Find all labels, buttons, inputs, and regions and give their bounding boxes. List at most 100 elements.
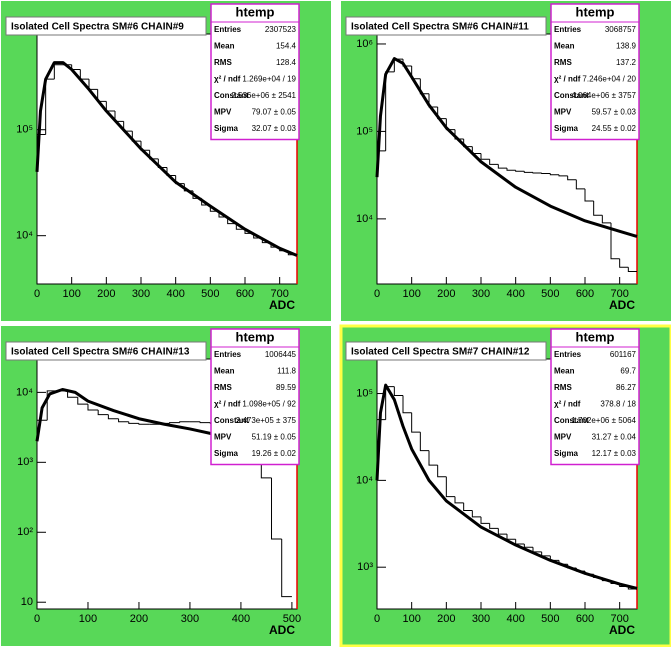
stats-value: 7.246e+04 / 20 xyxy=(582,75,636,84)
stats-label: MPV xyxy=(554,108,572,117)
y-tick-label: 10³ xyxy=(357,561,373,573)
stats-value: 59.57 ± 0.03 xyxy=(592,108,637,117)
x-tick-label: 300 xyxy=(132,288,150,300)
x-tick-label: 200 xyxy=(437,288,455,300)
histogram-bin xyxy=(454,496,464,504)
stats-label: Mean xyxy=(554,367,575,376)
y-tick-label: 10³ xyxy=(17,456,33,468)
histogram-bin xyxy=(497,164,507,169)
x-tick-label: 0 xyxy=(34,288,40,300)
x-tick-label: 0 xyxy=(374,288,380,300)
title-box xyxy=(5,16,207,36)
histogram-bin xyxy=(610,222,620,260)
y-tick-label: 10⁴ xyxy=(16,230,33,242)
x-axis-label: ADC xyxy=(609,298,635,312)
x-tick-label: 0 xyxy=(374,613,380,625)
histogram-bin xyxy=(419,432,429,452)
x-tick-label: 500 xyxy=(283,613,301,625)
title-box xyxy=(345,16,547,36)
histogram-bin xyxy=(169,422,180,424)
histogram-bin xyxy=(454,129,464,140)
stats-value: 19.26 ± 0.02 xyxy=(252,449,297,458)
y-tick-label: 10⁵ xyxy=(356,125,373,137)
histogram-bin xyxy=(376,419,386,609)
stats-value: 1.269e+04 / 19 xyxy=(242,75,296,84)
histogram-bin xyxy=(480,153,490,160)
stats-label: Sigma xyxy=(554,449,579,458)
stats-value: 24.55 ± 0.02 xyxy=(592,124,637,133)
histogram-bin xyxy=(480,516,490,524)
y-tick-label: 10⁶ xyxy=(356,38,373,50)
stats-box xyxy=(550,328,640,466)
fit-curve xyxy=(375,57,638,238)
y-tick-label: 10⁴ xyxy=(356,213,373,225)
stats-label: RMS xyxy=(214,383,232,392)
stats-label: MPV xyxy=(214,108,232,117)
fit-curve xyxy=(375,383,638,590)
stats-name: htemp xyxy=(236,4,275,19)
histogram-bin xyxy=(179,421,190,423)
stats-value: 2307523 xyxy=(265,25,297,34)
stats-label: RMS xyxy=(554,383,572,392)
stats-value: 12.17 ± 0.03 xyxy=(592,449,637,458)
y-tick-label: 10⁴ xyxy=(356,474,373,486)
x-tick-label: 400 xyxy=(232,613,250,625)
chart-title: Isolated Cell Spectra SM#6 CHAIN#13 xyxy=(11,347,190,358)
stats-label: MPV xyxy=(214,433,232,442)
histogram-bin xyxy=(445,476,455,498)
x-tick-label: 300 xyxy=(472,613,490,625)
histogram-bin xyxy=(541,172,551,175)
chart-panel: 0 100 200 300 400 500 600 700 10⁴ 10⁵ 10⁶ ADC Isolat… xyxy=(341,1,671,321)
stats-label: Constant xyxy=(214,416,249,425)
stats-label: Constant xyxy=(214,91,249,100)
chart-panel: 0 100 200 300 400 500 10 10² 10³ 10⁴ ADC Isolated C… xyxy=(1,326,331,646)
histogram-bin xyxy=(67,390,78,398)
histogram-bin xyxy=(523,543,533,548)
stats-label: Entries xyxy=(214,350,242,359)
histogram-bin xyxy=(593,201,603,216)
stats-label: Mean xyxy=(214,367,235,376)
histogram-bin xyxy=(601,215,611,224)
stats-value: 111.8 xyxy=(277,367,296,376)
stats-label: MPV xyxy=(554,433,572,442)
x-tick-label: 0 xyxy=(34,613,40,625)
histogram-bin xyxy=(235,223,245,230)
histogram-bin xyxy=(575,179,585,190)
stats-value: 137.2 xyxy=(616,58,637,67)
histogram-bin xyxy=(393,386,403,396)
x-tick-label: 400 xyxy=(506,613,524,625)
x-tick-label: 600 xyxy=(576,613,594,625)
stats-value: 2.473e+05 ± 375 xyxy=(236,416,297,425)
stats-value: 79.07 ± 0.05 xyxy=(252,108,297,117)
chart-panel: 0 100 200 300 400 500 600 700 10⁴ 10⁵ ADC Isolated … xyxy=(1,1,331,321)
x-tick-label: 100 xyxy=(402,288,420,300)
x-tick-label: 300 xyxy=(472,288,490,300)
histogram-bin xyxy=(138,423,150,425)
x-tick-label: 100 xyxy=(62,288,80,300)
histogram-bin xyxy=(506,168,516,171)
y-tick-label: 10² xyxy=(17,526,33,538)
stats-box xyxy=(210,328,300,466)
stats-label: Sigma xyxy=(214,449,239,458)
histogram-bin xyxy=(402,395,412,414)
histogram-bin xyxy=(77,397,88,405)
stats-label: Sigma xyxy=(214,124,239,133)
x-tick-label: 200 xyxy=(437,613,455,625)
stats-label: Mean xyxy=(214,42,235,51)
stats-box xyxy=(550,3,640,141)
x-tick-label: 200 xyxy=(130,613,148,625)
x-tick-label: 700 xyxy=(610,288,628,300)
stats-value: 1006445 xyxy=(265,350,297,359)
stats-label: Entries xyxy=(554,25,582,34)
stats-label: Entries xyxy=(214,25,242,34)
y-tick-label: 10⁵ xyxy=(356,387,373,399)
histogram-bin xyxy=(428,450,438,466)
stats-name: htemp xyxy=(236,329,275,344)
stats-name: htemp xyxy=(576,4,615,19)
histogram-bin xyxy=(558,174,568,177)
y-tick-label: 10⁴ xyxy=(16,386,33,398)
stats-label: Mean xyxy=(554,42,575,51)
x-tick-label: 500 xyxy=(541,288,559,300)
